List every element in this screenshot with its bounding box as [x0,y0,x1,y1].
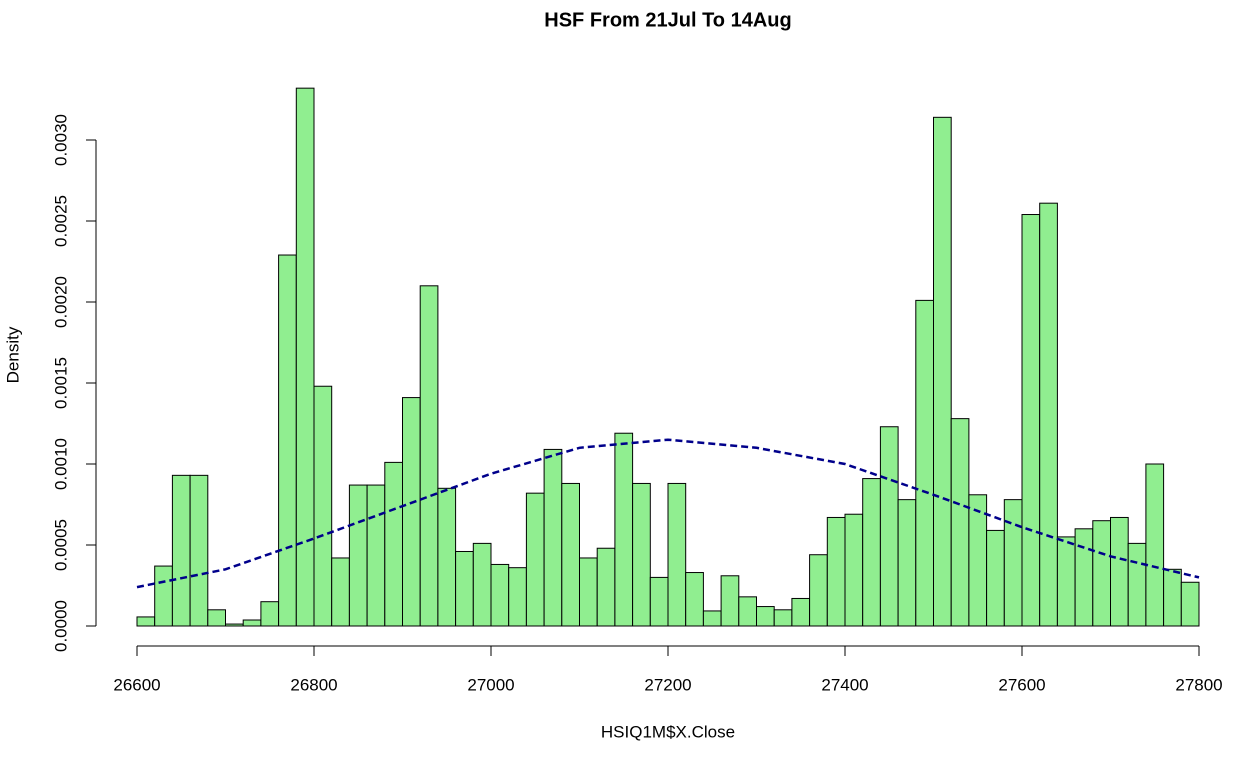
density-line [136,438,1200,589]
bar [171,474,191,627]
bar [525,492,545,627]
bar [154,565,173,627]
bar [879,426,899,627]
x-tick-label: 27600 [998,675,1045,694]
bar [1021,214,1041,627]
bar [225,623,244,627]
y-tick-label: 0.0015 [51,357,70,409]
y-tick-label: 0.0030 [51,114,70,166]
chart-title: HSF From 21Jul To 14Aug [544,9,791,31]
bar [508,567,527,627]
bar [136,616,156,627]
bar [1074,528,1094,627]
bar [1127,542,1147,627]
bar [561,482,580,627]
bar [950,418,970,627]
bar [1163,568,1182,627]
y-tick-label: 0.0010 [51,438,70,490]
bar [844,513,864,627]
y-tick-label: 0.0005 [51,519,70,571]
bar [1180,581,1200,627]
x-axis-label: HSIQ1M$X.Close [601,722,735,741]
bar [915,299,934,627]
bar [596,547,616,627]
bar [455,550,474,627]
bar [1039,202,1058,627]
bar [490,563,510,627]
bar [738,596,757,627]
bar [366,484,386,627]
bar [331,557,350,627]
y-tick-label: 0.0025 [51,195,70,247]
bar [242,619,262,627]
bar [720,575,740,627]
bar [826,516,846,627]
bar [384,461,403,627]
y-tick-label: 0.0020 [51,276,70,328]
bar [756,606,775,627]
bar [933,116,952,627]
bar [1145,463,1165,627]
bar [472,542,492,627]
bar [773,609,793,627]
bar [614,432,634,627]
bar [402,397,421,627]
y-tick-label: 0.0000 [51,600,70,652]
bar [1003,499,1023,627]
bar [632,482,651,627]
bar [1110,516,1129,627]
bar [260,601,280,627]
x-tick-label: 27000 [467,675,514,694]
x-tick-label: 27200 [644,675,691,694]
bar [437,487,457,627]
bar [986,529,1005,627]
bar [543,448,563,627]
bar [809,554,828,627]
bar [313,385,333,627]
bar [702,610,722,627]
bar [791,597,811,627]
x-tick-label: 27400 [821,675,868,694]
bar [1092,520,1112,627]
bar [579,557,598,627]
bar [295,87,315,627]
bar [189,474,209,627]
bar [862,478,881,627]
bar [667,482,687,627]
bar [1056,536,1076,627]
bar [649,576,669,627]
bar [685,572,704,627]
x-tick-label: 27800 [1175,675,1222,694]
bar [348,484,368,627]
x-tick-label: 26800 [290,675,337,694]
y-axis-label: Density [3,326,22,383]
bar [278,254,297,627]
bar [207,609,227,627]
bar [419,285,439,627]
bar [897,499,917,627]
x-tick-label: 26600 [113,675,160,694]
